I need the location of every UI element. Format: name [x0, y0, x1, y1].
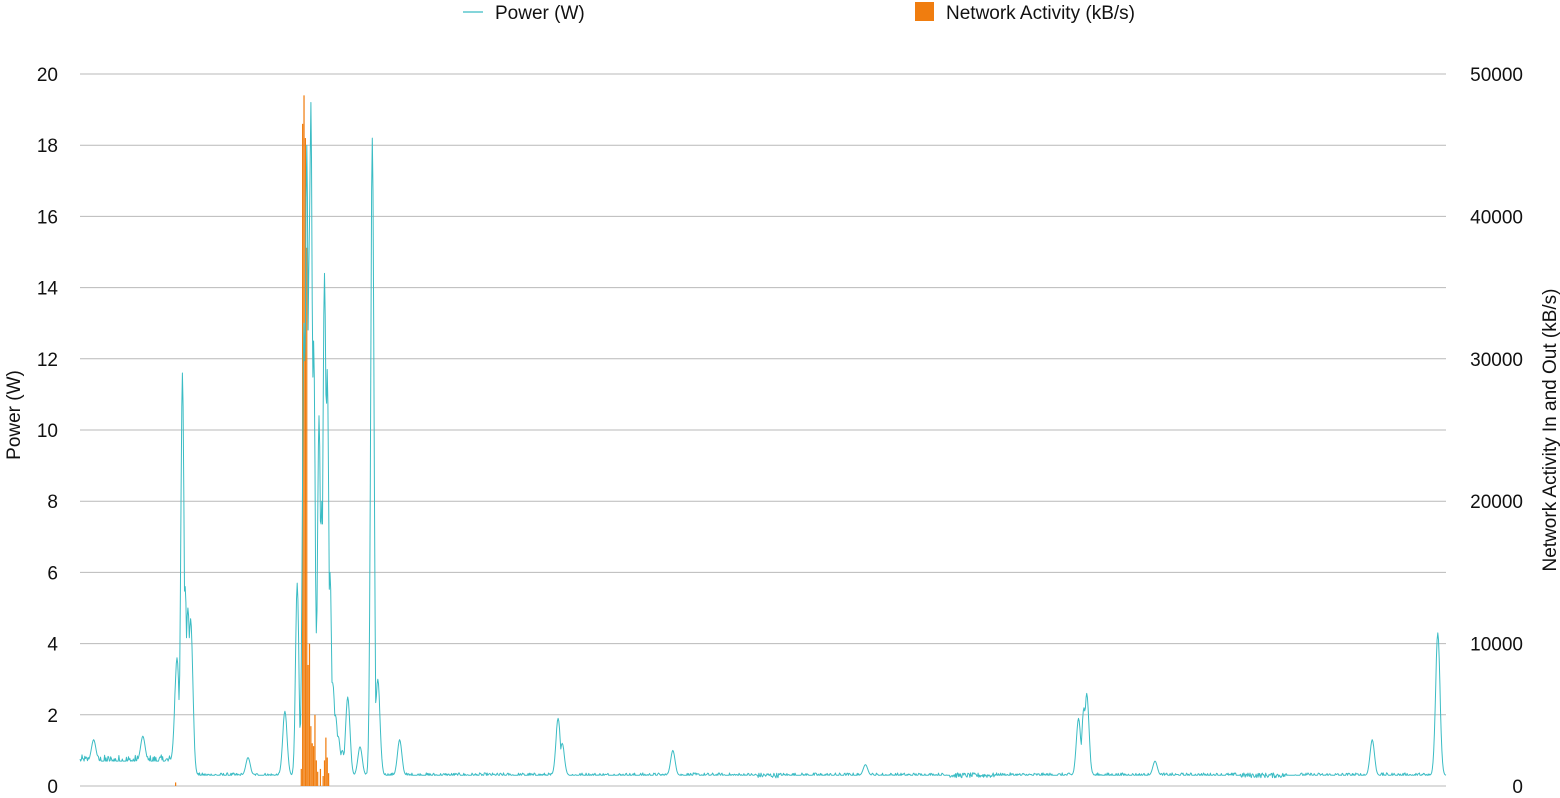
network-bar	[317, 771, 319, 786]
legend-network-swatch	[915, 2, 934, 21]
left-tick-label: 4	[47, 635, 58, 656]
right-axis-ticks: 0 10000 20000 30000 40000 50000	[1470, 65, 1523, 798]
left-tick-label: 8	[47, 492, 58, 513]
network-bar	[326, 757, 328, 786]
network-bar	[322, 776, 324, 786]
network-bar	[311, 743, 313, 786]
legend-network-label: Network Activity (kB/s)	[946, 3, 1135, 24]
left-tick-label: 0	[47, 777, 58, 798]
left-tick-label: 14	[37, 279, 59, 300]
network-bar	[323, 760, 326, 786]
legend: Power (W) Network Activity (kB/s)	[463, 2, 1135, 24]
network-bar	[304, 138, 307, 786]
network-bar	[327, 773, 330, 786]
network-bar	[312, 746, 315, 786]
power-line	[79, 102, 1447, 779]
left-axis-ticks: 0 2 4 6 8 10 12 14 16 18 20	[37, 65, 59, 798]
left-tick-label: 16	[37, 207, 58, 228]
network-bar	[314, 714, 316, 786]
left-tick-label: 6	[47, 563, 58, 584]
right-axis-label: Network Activity In and Out (kB/s)	[1540, 289, 1560, 572]
left-tick-label: 20	[37, 65, 58, 86]
network-bar	[306, 247, 308, 786]
left-tick-label: 12	[37, 350, 58, 371]
left-tick-label: 10	[37, 421, 58, 442]
network-bar	[307, 664, 309, 786]
network-bar	[310, 726, 312, 786]
left-tick-label: 2	[47, 706, 58, 727]
gridlines	[80, 73, 1446, 787]
legend-power-label: Power (W)	[495, 3, 585, 24]
network-bar	[319, 768, 322, 786]
power-series	[79, 102, 1447, 779]
network-bar	[315, 760, 317, 786]
left-tick-label: 18	[37, 136, 58, 157]
right-tick-label: 40000	[1470, 207, 1523, 228]
right-tick-label: 50000	[1470, 65, 1523, 86]
network-bar	[325, 737, 327, 786]
network-bar	[175, 782, 177, 786]
network-bar	[303, 95, 305, 787]
network-bar	[308, 643, 311, 786]
left-axis-label: Power (W)	[4, 370, 25, 460]
network-bar	[300, 768, 302, 786]
right-tick-label: 0	[1512, 777, 1523, 798]
right-tick-label: 20000	[1470, 492, 1523, 513]
right-tick-label: 10000	[1470, 635, 1523, 656]
right-tick-label: 30000	[1470, 350, 1523, 371]
